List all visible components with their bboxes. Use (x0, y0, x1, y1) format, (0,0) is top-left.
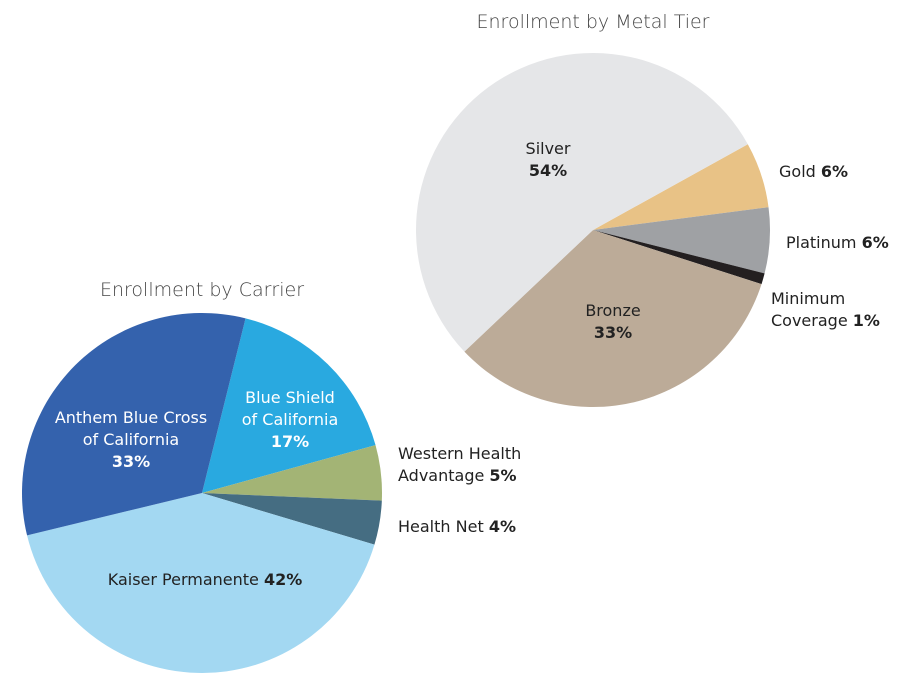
slice-label: Blue Shield of California 17% (242, 387, 338, 453)
slice-label: Bronze 33% (585, 300, 640, 344)
slice-label: Health Net 4% (398, 516, 516, 538)
category-label: Kaiser Permanente (107, 570, 259, 589)
value-label: 33% (593, 323, 633, 342)
slice-label: Silver 54% (526, 138, 571, 182)
slice-label: Gold 6% (779, 161, 848, 183)
value-label: 54% (528, 161, 568, 180)
pie-slice (202, 445, 382, 501)
slice-label: Anthem Blue Cross of California 33% (55, 407, 207, 473)
value-label: 1% (852, 311, 880, 330)
pie-slice (464, 230, 762, 407)
slice-label: Western Health Advantage 5% (398, 443, 521, 487)
pie-slice (593, 230, 765, 285)
value-label: 33% (111, 452, 151, 471)
slice-label: Minimum Coverage 1% (771, 288, 880, 332)
value-label: 42% (263, 570, 303, 589)
slice-label: Platinum 6% (786, 232, 889, 254)
category-label: Anthem Blue Cross of California (54, 408, 208, 449)
category-label: Western Health Advantage (398, 444, 522, 485)
chart-title: Enrollment by Carrier (99, 279, 305, 301)
pie-slice (21, 312, 246, 536)
slice-label: Kaiser Permanente 42% (108, 569, 303, 591)
category-label: Silver (525, 139, 571, 158)
pie-slice (202, 493, 382, 545)
chart-title: Enrollment by Metal Tier (476, 11, 710, 33)
pie-slice (27, 493, 375, 673)
value-label: 4% (488, 517, 516, 536)
pie-slice (202, 318, 376, 493)
category-label: Blue Shield of California (241, 388, 339, 429)
value-label: 17% (270, 432, 310, 451)
pie-slice (416, 53, 748, 352)
category-label: Gold (779, 162, 816, 181)
value-label: 5% (489, 466, 517, 485)
value-label: 6% (820, 162, 849, 181)
pie-slice (593, 144, 769, 230)
value-label: 6% (861, 233, 889, 252)
category-label: Minimum Coverage (771, 289, 848, 330)
pie-slice (593, 207, 771, 274)
category-label: Health Net (398, 517, 484, 536)
category-label: Platinum (786, 233, 857, 252)
category-label: Bronze (585, 301, 641, 320)
